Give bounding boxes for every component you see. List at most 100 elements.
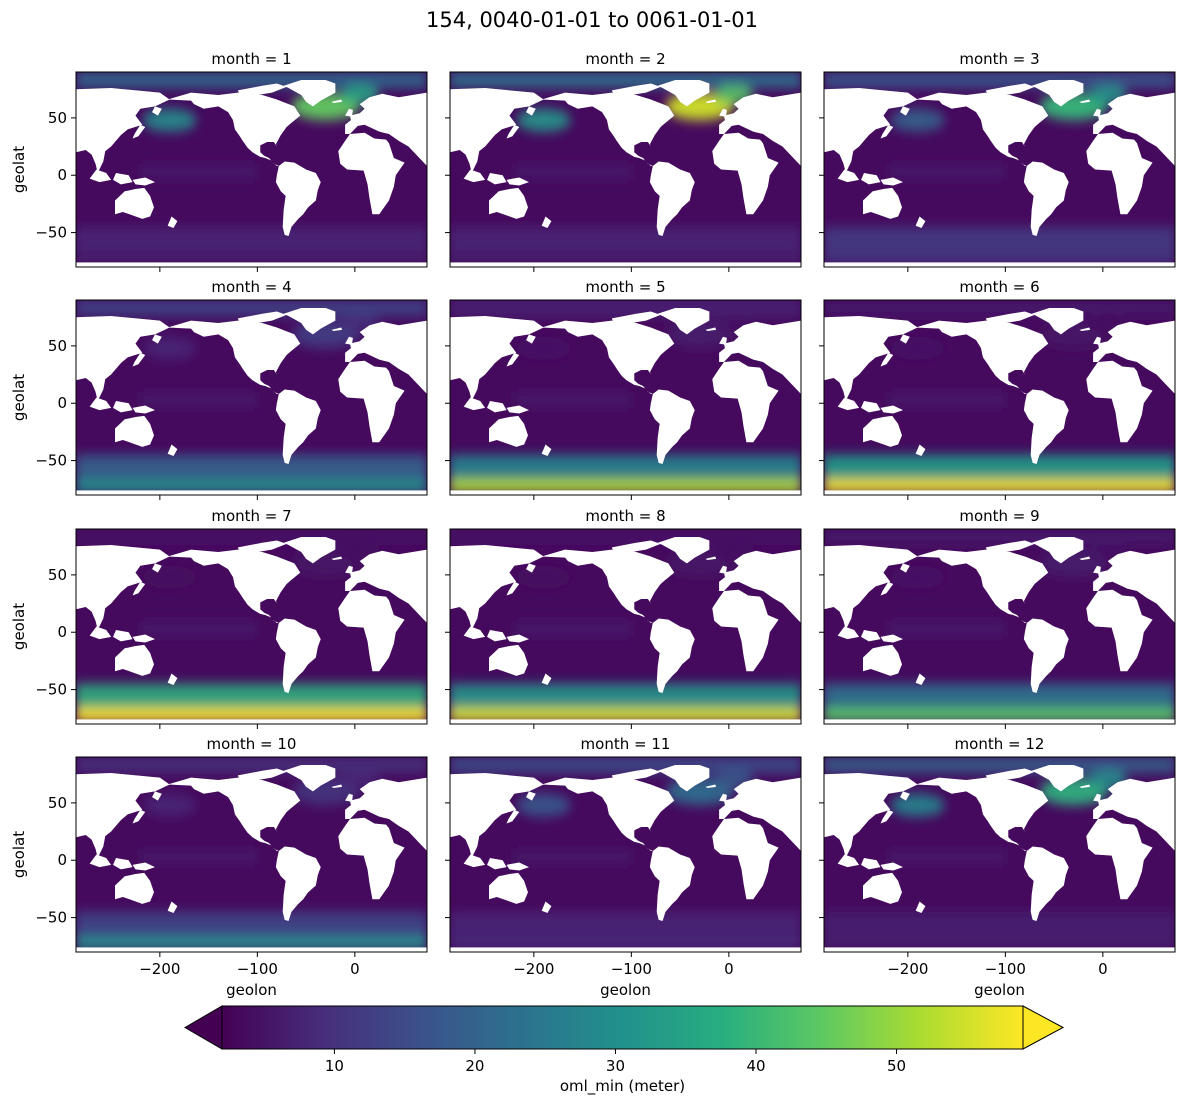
equatorial-band [140,391,258,408]
colorbar-gradient [221,1005,1024,1050]
north-pacific-region [890,565,945,589]
x-tick-label: −100 [611,960,652,978]
equatorial-band [888,163,1006,180]
x-axis-label: geolon [226,981,277,999]
panel-title: month = 10 [207,735,297,753]
colorbar-extend-high [1022,1005,1065,1050]
equatorial-band [514,163,632,180]
equatorial-band [888,848,1006,865]
arctic-region [76,757,427,774]
panel-frame [823,299,1176,496]
arctic-region [824,757,1175,774]
arctic-region [824,72,1175,89]
panel-title: month = 12 [955,735,1045,753]
colorbar-tick-label: 20 [465,1057,484,1075]
antarctic-shelf-region [450,478,801,493]
antarctic-shelf-region [76,478,427,493]
x-tick-label: −200 [887,960,928,978]
panel-frame [75,756,428,953]
panel-title: month = 3 [959,50,1039,68]
map-panel-2: month = 2 [445,50,802,272]
panel-title: month = 4 [211,278,291,296]
colorbar-extend-low [184,1005,223,1050]
antarctic-shelf-region [76,935,427,950]
panel-title: month = 8 [585,507,665,525]
panel-title: month = 9 [959,507,1039,525]
north-pacific-region [142,793,197,817]
y-axis-label: geolat [10,603,28,650]
north-pacific-region [516,336,571,360]
panel-frame [75,528,428,725]
antarctic-shelf-region [76,250,427,265]
x-tick-label: 0 [1098,960,1108,978]
equatorial-band [140,620,258,637]
arctic-region [450,72,801,89]
antarctic-shelf-region [450,707,801,722]
x-tick-label: −100 [985,960,1026,978]
map-panel-9: month = 9 [819,507,1176,729]
map-panel-3: month = 3 [819,50,1176,272]
panel-title: month = 5 [585,278,665,296]
north-pacific-region [142,108,197,132]
y-tick-label: 50 [48,109,67,127]
x-tick-label: −200 [513,960,554,978]
north-pacific-region [890,793,945,817]
panel-frame [75,299,428,496]
map-panel-6: month = 6 [819,278,1176,500]
panel-frame [449,528,802,725]
panel-frame [75,71,428,268]
map-panel-8: month = 8 [445,507,802,729]
panel-title: month = 11 [581,735,671,753]
y-tick-label: 0 [57,394,67,412]
equatorial-band [514,391,632,408]
colorbar-tick-label: 30 [606,1057,625,1075]
panel-frame [449,756,802,953]
equatorial-band [514,848,632,865]
arctic-region [824,300,1175,317]
antarctic-shelf-region [824,478,1175,493]
north-pacific-region [516,565,571,589]
panel-frame [823,756,1176,953]
panel-title: month = 6 [959,278,1039,296]
colorbar-label: oml_min (meter) [560,1077,685,1096]
y-axis-label: geolat [10,831,28,878]
panel-frame [449,71,802,268]
antarctic-shelf-region [450,250,801,265]
arctic-region [76,300,427,317]
antarctic-shelf-region [824,707,1175,722]
x-tick-label: 0 [724,960,734,978]
panel-title: month = 2 [585,50,665,68]
map-panel-1: month = 1 −50 0 50 geolat [10,50,428,272]
arctic-region [76,72,427,89]
y-tick-label: 50 [48,566,67,584]
map-panel-5: month = 5 [445,278,802,500]
x-tick-label: −100 [237,960,278,978]
panel-frame [823,71,1176,268]
y-tick-label: 50 [48,794,67,812]
arctic-region [76,529,427,546]
colorbar-tick-label: 50 [887,1057,906,1075]
panel-title: month = 7 [211,507,291,525]
map-panel-7: month = 7 −50 0 50 geolat [10,507,428,729]
equatorial-band [140,848,258,865]
equatorial-band [140,163,258,180]
y-axis-label: geolat [10,374,28,421]
y-tick-label: −50 [35,681,67,699]
map-panel-12: month = 12 −200 −100 0 geolon [819,735,1176,999]
colorbar-tick-label: 40 [746,1057,765,1075]
panel-title: month = 1 [211,50,291,68]
y-tick-label: 0 [57,166,67,184]
equatorial-band [514,620,632,637]
north-pacific-region [516,108,571,132]
antarctic-shelf-region [76,707,427,722]
y-tick-label: −50 [35,224,67,242]
y-tick-label: −50 [35,452,67,470]
map-panel-4: month = 4 −50 0 50 geolat [10,278,428,500]
north-pacific-region [516,793,571,817]
colorbar: 10 20 30 40 50 oml_min (meter) [184,1005,1065,1096]
y-tick-label: 50 [48,337,67,355]
map-panel-10: month = 10 −50 0 50 −200 −100 0 geolat geolon [10,735,428,999]
y-tick-label: 0 [57,851,67,869]
antarctic-shelf-region [450,935,801,950]
